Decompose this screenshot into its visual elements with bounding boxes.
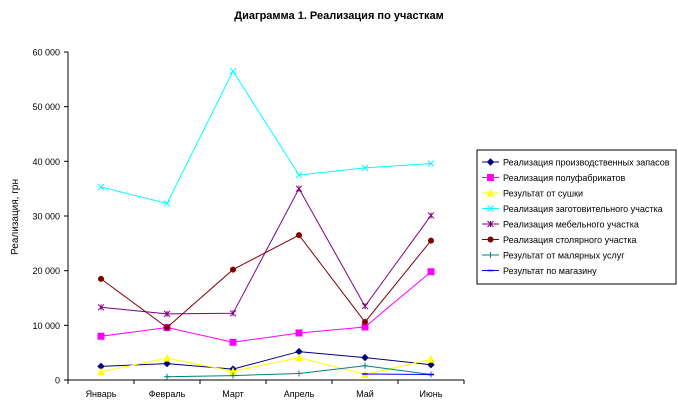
legend-item: Реализация столярного участка	[482, 235, 637, 245]
legend-swatch-marker	[486, 188, 495, 197]
data-point	[296, 370, 302, 377]
series-5	[97, 185, 435, 318]
data-point	[98, 275, 104, 282]
legend-label: Реализация мебельного участка	[503, 220, 639, 230]
x-tick-label: Июнь	[420, 389, 443, 399]
data-point	[362, 362, 368, 369]
series-6	[98, 232, 434, 331]
data-point	[427, 212, 435, 219]
legend-item: Реализация заготовительного участка	[482, 204, 663, 214]
y-tick-label: 20 000	[32, 266, 60, 276]
series-line	[364, 373, 432, 376]
data-point	[230, 266, 236, 273]
data-point	[97, 183, 105, 191]
data-point	[163, 200, 171, 207]
legend-swatch-marker	[487, 220, 494, 228]
x-tick-label: Май	[356, 389, 374, 399]
series-4	[97, 67, 435, 207]
data-point	[163, 310, 171, 318]
legend: Реализация производственных запасов Реали…	[476, 149, 677, 285]
legend-item: Реализация производственных запасов	[482, 158, 670, 168]
data-point	[229, 67, 237, 75]
y-tick-label: 0	[55, 376, 60, 386]
legend-label: Реализация полуфабрикатов	[503, 173, 625, 183]
data-point	[295, 171, 303, 179]
series-8	[362, 373, 434, 376]
legend-item: Результат по магазину	[482, 266, 597, 276]
legend-swatch-marker	[487, 252, 494, 258]
data-point	[230, 372, 236, 379]
data-point	[164, 373, 170, 380]
data-point	[97, 332, 105, 340]
x-tick-label: Январь	[86, 389, 117, 399]
data-point	[295, 329, 303, 337]
y-tick-label: 40 000	[32, 157, 60, 167]
legend-swatch-marker	[486, 158, 495, 166]
data-point	[427, 355, 435, 363]
data-point	[295, 185, 303, 193]
data-point	[361, 353, 369, 362]
legend-label: Результат от малярных услуг	[503, 251, 625, 261]
data-point	[295, 353, 303, 362]
data-point	[163, 354, 171, 362]
x-tick-label: Апрель	[284, 389, 315, 399]
legend-label: Реализация заготовительного участка	[503, 204, 663, 214]
data-point	[296, 232, 302, 239]
legend-label: Результат от сушки	[503, 189, 583, 199]
data-point	[362, 319, 368, 326]
data-point	[361, 302, 369, 310]
legend-label: Реализация столярного участка	[503, 235, 637, 245]
data-point	[427, 268, 435, 276]
series-line	[100, 357, 432, 376]
data-point	[164, 324, 170, 331]
legend-box	[476, 149, 677, 285]
data-point	[361, 164, 369, 172]
legend-label: Результат по магазину	[503, 266, 597, 276]
chart-title: Диаграмма 1. Реализация по участкам	[234, 10, 443, 22]
legend-item: Результат от сушки	[482, 189, 583, 199]
x-tick-label: Февраль	[149, 389, 186, 399]
series-line	[100, 70, 432, 205]
legend-swatch-marker	[487, 205, 494, 212]
series-line	[100, 271, 432, 343]
legend-swatch-marker	[487, 174, 494, 181]
data-point	[428, 237, 434, 244]
legend-label: Реализация производственных запасов	[503, 158, 670, 168]
y-tick-label: 10 000	[32, 321, 60, 331]
data-point	[97, 303, 105, 311]
data-point	[229, 338, 237, 346]
legend-swatch-marker	[487, 236, 494, 243]
series-line	[100, 234, 432, 329]
series-line	[100, 187, 432, 315]
data-point	[97, 367, 105, 376]
data-point	[427, 160, 435, 167]
data-point	[229, 309, 237, 317]
legend-item: Реализация мебельного участка	[482, 220, 639, 230]
series-line	[100, 351, 432, 370]
data-point	[163, 359, 171, 368]
y-axis-label: Реализация, грн	[10, 179, 21, 255]
y-tick-label: 50 000	[32, 102, 60, 112]
series-7	[164, 362, 434, 380]
legend-item: Реализация полуфабрикатов	[482, 173, 625, 183]
data-point	[427, 360, 435, 369]
legend-item: Результат от малярных услуг	[482, 251, 625, 261]
x-tick-label: Март	[222, 389, 244, 399]
y-tick-label: 60 000	[32, 48, 60, 58]
y-tick-label: 30 000	[32, 212, 60, 222]
plot-area: 0 10 000 20 000 30 000 40 000 50 000 60 000 Янв…	[32, 48, 465, 399]
